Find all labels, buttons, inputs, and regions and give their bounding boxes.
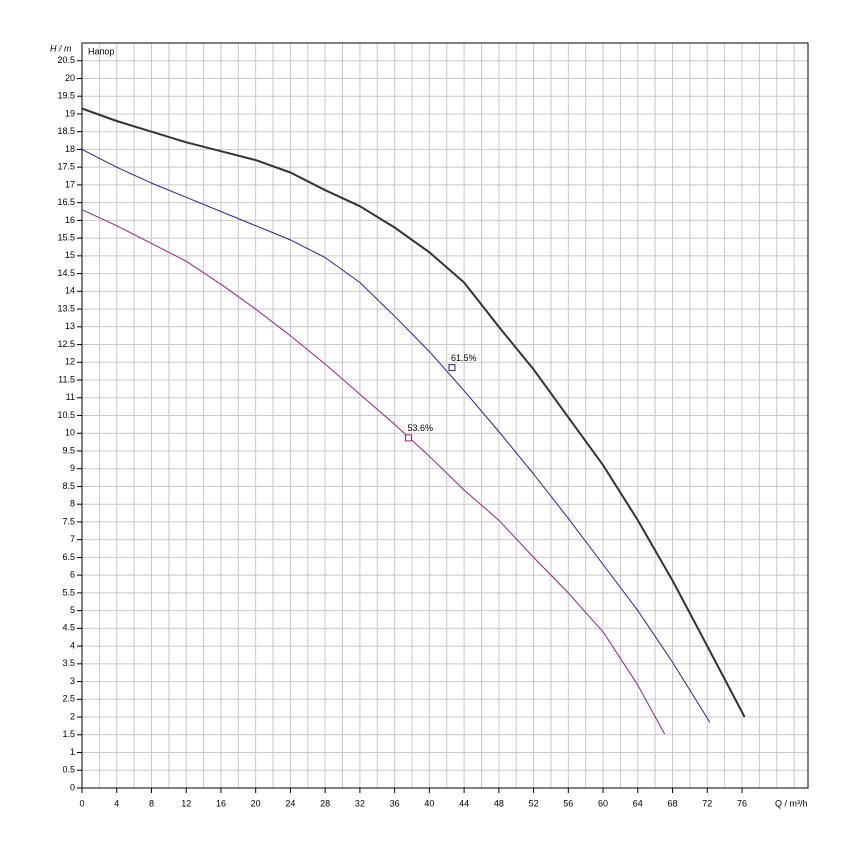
y-tick-label: 4.5 — [62, 623, 75, 633]
y-axis-label: H / m — [50, 43, 72, 53]
x-tick-label: 44 — [459, 798, 469, 808]
y-tick-label: 8 — [70, 499, 75, 509]
y-tick-label: 9 — [70, 463, 75, 473]
x-tick-label: 48 — [494, 798, 504, 808]
x-tick-label: 76 — [737, 798, 747, 808]
y-tick-label: 15 — [65, 250, 75, 260]
y-tick-label: 0.5 — [62, 765, 75, 775]
y-tick-label: 14.5 — [57, 268, 75, 278]
y-tick-label: 8.5 — [62, 481, 75, 491]
y-tick-label: 20.5 — [57, 55, 75, 65]
x-tick-label: 20 — [251, 798, 261, 808]
x-tick-label: 32 — [355, 798, 365, 808]
y-tick-label: 15.5 — [57, 232, 75, 242]
y-tick-label: 11 — [66, 392, 75, 402]
x-tick-label: 64 — [633, 798, 643, 808]
y-tick-label: 6.5 — [62, 552, 75, 562]
x-tick-label: 16 — [216, 798, 226, 808]
y-tick-label: 5.5 — [62, 587, 75, 597]
y-tick-label: 16.5 — [57, 197, 75, 207]
annotation-label: 53.6% — [408, 423, 434, 433]
y-tick-label: 11.5 — [58, 374, 75, 384]
y-tick-label: 19.5 — [57, 91, 75, 101]
y-tick-label: 19 — [65, 108, 75, 118]
y-tick-label: 5 — [70, 605, 75, 615]
y-tick-label: 17 — [65, 179, 75, 189]
x-tick-label: 8 — [149, 798, 154, 808]
y-tick-label: 20 — [65, 73, 75, 83]
y-tick-label: 7 — [70, 534, 75, 544]
y-tick-label: 18.5 — [57, 126, 75, 136]
x-tick-label: 40 — [424, 798, 434, 808]
y-tick-label: 3 — [70, 676, 75, 686]
y-tick-label: 9.5 — [62, 445, 75, 455]
chart-title: Напор — [88, 46, 114, 56]
x-tick-label: 56 — [563, 798, 573, 808]
y-tick-label: 1.5 — [62, 729, 75, 739]
y-tick-label: 6 — [70, 570, 75, 580]
y-tick-label: 2 — [70, 711, 75, 721]
y-tick-label: 13 — [65, 321, 75, 331]
y-tick-label: 12 — [65, 357, 75, 367]
x-tick-label: 12 — [181, 798, 191, 808]
y-tick-label: 12.5 — [57, 339, 75, 349]
x-tick-label: 60 — [598, 798, 608, 808]
x-tick-label: 24 — [285, 798, 295, 808]
efficiency-marker — [448, 364, 456, 372]
y-tick-label: 10 — [65, 428, 75, 438]
x-tick-label: 52 — [529, 798, 539, 808]
line — [81, 107, 746, 718]
y-tick-label: 10.5 — [57, 410, 75, 420]
x-tick-label: 36 — [390, 798, 400, 808]
y-tick-label: 3.5 — [62, 658, 75, 668]
y-tick-label: 4 — [70, 640, 75, 650]
line — [81, 148, 711, 723]
x-tick-label: 28 — [320, 798, 330, 808]
x-axis-label: Q / m³/h — [775, 798, 808, 808]
y-tick-label: 1 — [70, 747, 75, 757]
y-tick-label: 14 — [65, 286, 75, 296]
y-tick-label: 7.5 — [62, 516, 75, 526]
line — [81, 209, 666, 735]
x-tick-label: 72 — [702, 798, 712, 808]
annotation-label: 61.5% — [451, 353, 477, 363]
efficiency-marker — [405, 434, 413, 442]
y-tick-label: 16 — [65, 215, 75, 225]
plot-frame — [81, 42, 809, 789]
y-tick-label: 0 — [70, 782, 75, 792]
y-tick-label: 2.5 — [62, 694, 75, 704]
x-tick-label: 4 — [114, 798, 119, 808]
y-tick-label: 17.5 — [57, 162, 75, 172]
x-tick-label: 68 — [668, 798, 678, 808]
y-tick-label: 13.5 — [57, 303, 75, 313]
x-tick-label: 0 — [79, 798, 84, 808]
y-tick-label: 18 — [65, 144, 75, 154]
